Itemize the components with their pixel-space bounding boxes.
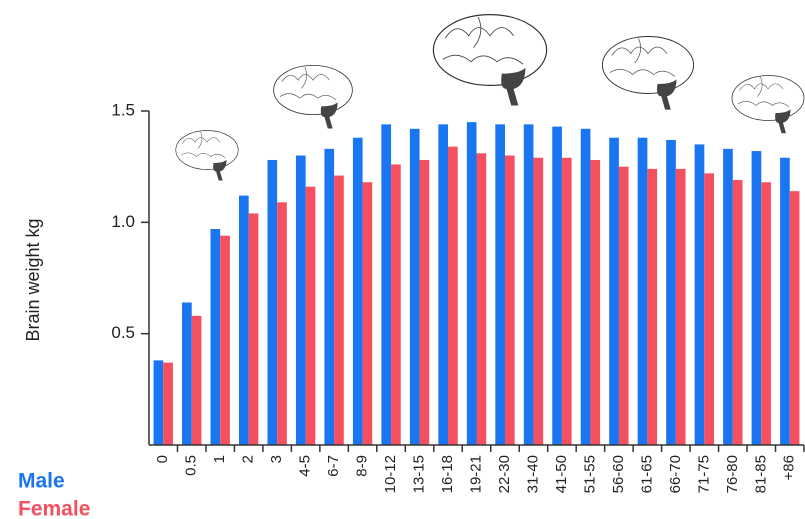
bar xyxy=(780,158,790,445)
x-tick-label: 22-30 xyxy=(496,455,513,493)
bar xyxy=(676,169,686,445)
x-tick-label: 51-55 xyxy=(581,455,598,493)
x-tick-label: 16-18 xyxy=(439,455,456,493)
y-axis-label: Brain weight kg xyxy=(23,218,43,341)
x-tick-label: 66-70 xyxy=(667,455,684,493)
x-tick-label: 19-21 xyxy=(467,455,484,493)
bar xyxy=(448,147,458,445)
bar xyxy=(647,169,657,445)
x-tick-label: 10-12 xyxy=(382,455,399,493)
x-tick-label: 1 xyxy=(211,455,228,463)
x-tick-label: 56-60 xyxy=(610,455,627,493)
bar xyxy=(638,138,648,445)
x-tick-label: 41-50 xyxy=(553,455,570,493)
x-tick-label: 0 xyxy=(154,455,171,463)
bar xyxy=(752,151,762,445)
x-tick-label: 31-40 xyxy=(524,455,541,493)
bar xyxy=(163,363,173,445)
bar xyxy=(619,167,629,445)
bar xyxy=(363,182,373,445)
x-tick-label: 8-9 xyxy=(354,455,371,477)
bar xyxy=(505,156,515,445)
bar xyxy=(467,122,477,445)
bar xyxy=(353,138,363,445)
legend-entry: Male xyxy=(18,470,65,493)
bar xyxy=(277,202,287,445)
x-tick-label: 71-75 xyxy=(695,455,712,493)
bar xyxy=(220,236,230,445)
bar xyxy=(438,124,448,445)
x-tick-label: 4-5 xyxy=(297,455,314,477)
legend-entry: Female xyxy=(18,498,90,519)
bar xyxy=(334,176,344,445)
bar xyxy=(182,302,192,445)
x-tick-label: 76-80 xyxy=(724,455,741,493)
bar xyxy=(533,158,543,445)
bar xyxy=(495,124,505,445)
x-tick-label: 13-15 xyxy=(411,455,428,493)
bar xyxy=(524,124,534,445)
x-tick-label: 2 xyxy=(240,455,257,463)
x-tick-label: 0.5 xyxy=(183,455,200,476)
bar xyxy=(306,187,316,445)
bar xyxy=(420,160,430,445)
bar xyxy=(249,213,259,445)
bar xyxy=(239,196,249,445)
x-tick-label: 81-85 xyxy=(752,455,769,493)
bar xyxy=(477,153,487,445)
x-tick-label: +86 xyxy=(781,455,798,480)
brain-illustrations xyxy=(176,15,804,181)
bar xyxy=(381,124,391,445)
y-tick-label: 1.0 xyxy=(111,212,135,231)
bar xyxy=(695,144,705,445)
bar xyxy=(267,160,277,445)
bar xyxy=(324,149,334,445)
y-tick-label: 0.5 xyxy=(111,323,135,342)
bar xyxy=(296,156,306,445)
bar xyxy=(790,191,800,445)
bar xyxy=(410,129,420,445)
bar xyxy=(590,160,600,445)
x-tick-label: 3 xyxy=(268,455,285,463)
bar xyxy=(391,164,401,445)
x-tick-label: 6-7 xyxy=(325,455,342,477)
bar xyxy=(562,158,572,445)
bar xyxy=(733,180,743,445)
chart: Brain weight kg 0.5 1.0 1.5 0 0.5 1 2 3 4-5 6-7 8-… xyxy=(0,0,805,519)
bar xyxy=(581,129,591,445)
bar xyxy=(704,173,714,445)
bar xyxy=(761,182,771,445)
y-tick-label: 1.5 xyxy=(111,100,135,119)
bar xyxy=(666,140,676,445)
bar xyxy=(723,149,733,445)
bar xyxy=(609,138,619,445)
bar xyxy=(552,127,562,445)
bar xyxy=(154,360,164,445)
bar xyxy=(211,229,221,445)
bar xyxy=(192,316,202,445)
x-tick-label: 61-65 xyxy=(638,455,655,493)
